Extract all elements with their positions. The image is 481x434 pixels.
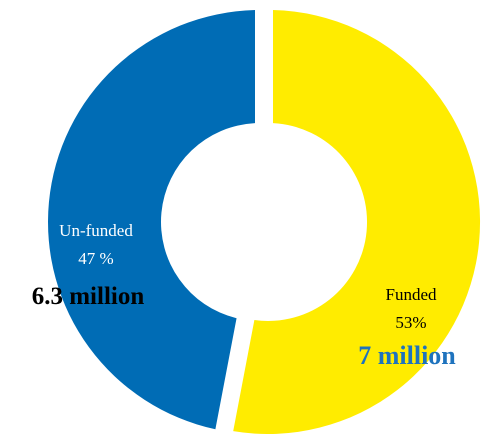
label-unfunded-percent: 47 % bbox=[78, 249, 114, 268]
label-funded-name: Funded bbox=[385, 285, 437, 304]
slice-funded bbox=[233, 10, 480, 434]
label-funded-percent: 53% bbox=[395, 313, 427, 332]
label-unfunded-amount: 6.3 million bbox=[31, 283, 145, 310]
label-funded-amount: 7 million bbox=[358, 341, 456, 370]
slice-unfunded bbox=[48, 10, 255, 430]
label-unfunded-name: Un-funded bbox=[59, 221, 133, 240]
